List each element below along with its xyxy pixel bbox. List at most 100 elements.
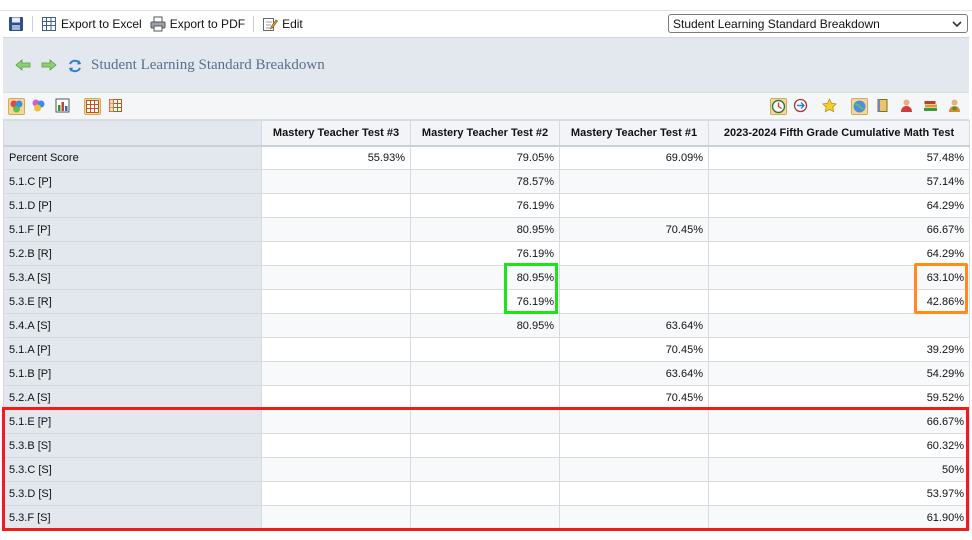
row-label: 5.1.B [P]: [3, 361, 262, 386]
cell: 63.64%: [559, 361, 709, 386]
cell: 57.48%: [708, 145, 970, 170]
cell: [261, 409, 411, 434]
cell: 78.57%: [410, 169, 560, 194]
export-pdf-button[interactable]: Export to PDF: [150, 14, 245, 34]
cell: 55.93%: [261, 145, 411, 170]
compare-button[interactable]: [793, 98, 810, 115]
row-label: Percent Score: [3, 145, 262, 170]
cell: [261, 313, 411, 338]
favorite-button[interactable]: [822, 98, 839, 115]
cell: [261, 217, 411, 242]
teacher-button[interactable]: [947, 98, 964, 115]
color-scheme-icon: [32, 99, 45, 112]
chevron-down-icon: [951, 18, 963, 30]
book-icon: [877, 99, 888, 112]
books-button[interactable]: [923, 98, 940, 115]
save-button[interactable]: [8, 14, 24, 34]
cell: [410, 505, 560, 530]
cell: [261, 289, 411, 314]
excel-icon: [41, 16, 57, 32]
cell: 39.29%: [708, 337, 970, 362]
cell: 50%: [708, 457, 970, 482]
cell: [261, 361, 411, 386]
cell: 60.32%: [708, 433, 970, 458]
cell: [559, 505, 709, 530]
cell: 66.67%: [708, 409, 970, 434]
grid-alt-button[interactable]: [108, 98, 125, 115]
table-row: 5.1.A [P] 70.45% 39.29%: [3, 337, 970, 362]
refresh-icon[interactable]: [67, 58, 83, 73]
grid-alt-icon: [109, 99, 122, 112]
row-label: 5.2.A [S]: [3, 385, 262, 410]
cell: 53.97%: [708, 481, 970, 506]
row-label: 5.3.D [S]: [3, 481, 262, 506]
color-palette-button[interactable]: [8, 98, 25, 115]
cell: [708, 313, 970, 338]
row-label: 5.2.B [R]: [3, 241, 262, 266]
row-label: 5.3.E [R]: [3, 289, 262, 314]
back-arrow-icon[interactable]: [15, 58, 31, 72]
cell: [559, 193, 709, 218]
column-header-cumulative[interactable]: 2023-2024 Fifth Grade Cumulative Math Te…: [708, 120, 970, 147]
column-header-test-1[interactable]: Mastery Teacher Test #1: [559, 120, 709, 147]
color-scheme-button[interactable]: [31, 98, 48, 115]
view-select[interactable]: Student Learning Standard Breakdown: [668, 14, 968, 33]
edit-button[interactable]: Edit: [262, 14, 303, 34]
compare-icon: [793, 98, 808, 113]
cell: 61.90%: [708, 505, 970, 530]
table-row: 5.3.A [S] 80.95% 63.10%: [3, 265, 970, 290]
cell: [261, 505, 411, 530]
cell: 79.05%: [410, 145, 560, 170]
clock-icon: [771, 99, 786, 114]
cell: [261, 433, 411, 458]
cell: [261, 457, 411, 482]
table-row: 5.3.F [S] 61.90%: [3, 505, 970, 530]
chart-icon: [55, 98, 70, 113]
cell: [410, 409, 560, 434]
cell: [261, 337, 411, 362]
row-label: 5.3.B [S]: [3, 433, 262, 458]
globe-button[interactable]: [851, 98, 868, 115]
color-palette-icon: [10, 100, 23, 113]
cell: 63.10%: [708, 265, 970, 290]
cell: 42.86%: [708, 289, 970, 314]
cell: [261, 265, 411, 290]
export-excel-button[interactable]: Export to Excel: [41, 14, 142, 34]
export-excel-label: Export to Excel: [61, 16, 142, 31]
table-row: 5.3.B [S] 60.32%: [3, 433, 970, 458]
page-header: Student Learning Standard Breakdown: [3, 37, 969, 92]
row-label: 5.1.D [P]: [3, 193, 262, 218]
book-button[interactable]: [875, 98, 892, 115]
toolbar-divider: [253, 15, 255, 32]
column-header-test-2[interactable]: Mastery Teacher Test #2: [410, 120, 560, 147]
clock-button[interactable]: [770, 98, 787, 115]
student-button[interactable]: [899, 98, 916, 115]
cell: [261, 169, 411, 194]
cell: [410, 385, 560, 410]
page-title: Student Learning Standard Breakdown: [91, 56, 325, 73]
column-header-test-3[interactable]: Mastery Teacher Test #3: [261, 120, 411, 147]
edit-icon: [262, 16, 279, 32]
cell: [559, 433, 709, 458]
toolbar-divider: [32, 15, 33, 32]
table-header-row: Mastery Teacher Test #3 Mastery Teacher …: [3, 120, 970, 147]
grid-view-button[interactable]: [84, 98, 101, 115]
table-row: Percent Score 55.93% 79.05% 69.09% 57.48%: [3, 145, 970, 170]
forward-arrow-icon[interactable]: [41, 58, 57, 72]
cell: [261, 241, 411, 266]
row-label: 5.3.C [S]: [3, 457, 262, 482]
table-row: 5.1.E [P] 66.67%: [3, 409, 970, 434]
edit-label: Edit: [282, 16, 303, 31]
row-label: 5.3.F [S]: [3, 505, 262, 530]
cell: [559, 289, 709, 314]
chart-button[interactable]: [55, 98, 72, 115]
pdf-icon: [150, 16, 166, 32]
table-row: 5.1.D [P] 76.19% 64.29%: [3, 193, 970, 218]
grid-view-icon: [86, 100, 99, 113]
cell: 66.67%: [708, 217, 970, 242]
save-icon: [8, 16, 24, 32]
cell: 76.19%: [410, 193, 560, 218]
cell: [410, 457, 560, 482]
cell: [261, 481, 411, 506]
row-label: 5.1.C [P]: [3, 169, 262, 194]
